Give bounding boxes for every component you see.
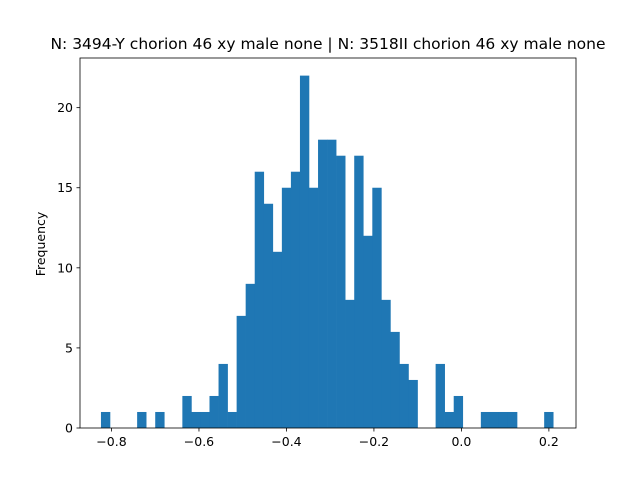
x-tick-label: −0.6 [184,434,214,449]
histogram-bar [408,379,418,428]
chart-title: N: 3494-Y chorion 46 xy male none | N: 3… [50,35,605,53]
histogram-bar [236,315,246,428]
histogram-bar [272,251,283,428]
histogram-bar [191,411,201,428]
x-tick-label: −0.8 [96,434,126,449]
histogram-bar [498,411,509,428]
histogram-bar [218,363,228,428]
y-tick-label: 20 [57,100,73,115]
histogram-bar [345,299,355,428]
histogram-bar [281,187,292,428]
histogram-bar [155,411,165,428]
x-tick-label: −0.2 [359,434,389,449]
axes-frame [79,57,577,429]
histogram-bar [308,187,319,428]
histogram-bar [227,411,237,428]
histogram-bar [290,171,301,428]
histogram-bar [363,235,373,428]
histogram-bar [444,411,455,428]
bars-group [100,75,554,429]
histogram-bar [245,283,256,428]
histogram-bar [137,411,147,428]
y-tick-label: 5 [65,340,73,355]
histogram-bar [354,155,364,428]
histogram-bar [390,331,400,428]
x-tick-label: −0.4 [271,434,301,449]
histogram-bar [336,155,346,428]
x-tick-label: 0.2 [539,434,559,449]
axes-border [79,57,577,429]
histogram-bar [182,395,192,428]
histogram-bar [381,299,391,428]
histogram-bar [489,411,500,428]
histogram-bar [100,411,111,428]
x-axis-ticks: −0.8 −0.6 −0.4 −0.2 0.0 0.2 [96,428,559,449]
histogram-bar [327,139,337,428]
y-tick-label: 0 [65,421,73,436]
histogram-bar [372,187,382,428]
y-axis-ticks: 0 5 10 15 20 [57,100,80,436]
histogram-bar [480,411,491,428]
histogram-bar [507,411,518,428]
histogram-bar [399,363,409,428]
histogram-bar [200,411,210,428]
y-axis-label: Frequency [33,211,48,276]
histogram-bar [254,171,265,428]
histogram-bar [453,395,464,428]
histogram-bar [299,75,310,429]
histogram-bar [435,363,445,428]
histogram-bar [544,411,554,428]
histogram-bar [263,203,274,428]
x-tick-label: 0.0 [451,434,471,449]
histogram-bar [318,139,328,428]
histogram-bar [209,395,219,428]
y-tick-label: 10 [57,260,73,275]
y-tick-label: 15 [57,180,73,195]
